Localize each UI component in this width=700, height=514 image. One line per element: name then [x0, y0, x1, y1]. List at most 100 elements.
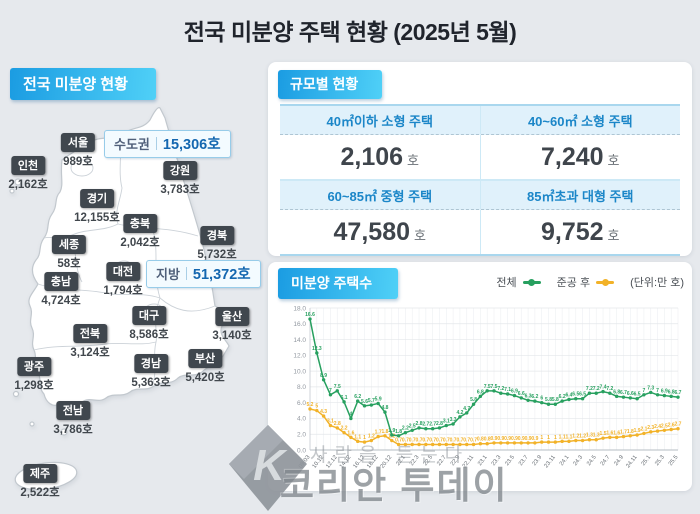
- svg-text:1.3: 1.3: [586, 433, 593, 439]
- svg-text:2.2: 2.2: [402, 426, 409, 432]
- svg-text:2.7: 2.7: [675, 422, 682, 428]
- region-name-badge: 세종: [51, 235, 87, 254]
- svg-text:0.7: 0.7: [443, 437, 450, 443]
- svg-text:25.1: 25.1: [641, 455, 653, 468]
- series-준공 후: 5.254.33.12.82.21.61.111.21.71.81.20.70.…: [307, 402, 682, 447]
- region-name-badge: 경북: [199, 226, 235, 245]
- legend-item-completed: 준공 후: [557, 274, 615, 290]
- svg-text:0.9: 0.9: [511, 436, 518, 442]
- region-name-badge: 전남: [55, 401, 91, 420]
- svg-text:12.12: 12.12: [325, 455, 339, 470]
- svg-text:23.3: 23.3: [491, 455, 503, 468]
- svg-text:2.8: 2.8: [334, 421, 341, 427]
- svg-text:2.3: 2.3: [647, 425, 654, 431]
- map-region-gyeongnam: 경남 5,363호: [131, 354, 171, 390]
- size-label-40to60: 40~60㎡ 소형 주택: [479, 106, 681, 134]
- svg-text:6.7: 6.7: [620, 390, 627, 396]
- svg-text:5: 5: [315, 404, 318, 410]
- svg-text:1.8: 1.8: [395, 429, 402, 435]
- svg-text:3.3: 3.3: [450, 417, 457, 423]
- size-value-over85: 9,752 호: [479, 210, 681, 254]
- svg-text:22.9: 22.9: [450, 455, 462, 468]
- svg-text:0.9: 0.9: [491, 436, 498, 442]
- size-label-under40: 40㎡이하 소형 주택: [326, 114, 433, 129]
- svg-text:3.1: 3.1: [327, 419, 334, 425]
- region-value: 12,155호: [74, 212, 120, 224]
- svg-text:2.7: 2.7: [422, 422, 429, 428]
- svg-text:0.7: 0.7: [470, 437, 477, 443]
- svg-text:1.8: 1.8: [627, 429, 634, 435]
- capital-area-total: 수도권 15,306호: [104, 130, 231, 158]
- svg-text:24.9: 24.9: [613, 455, 625, 468]
- map-region-jeonnam: 전남 3,786호: [53, 401, 93, 437]
- svg-text:5.6: 5.6: [361, 399, 368, 405]
- svg-text:7.3: 7.3: [647, 385, 654, 391]
- map-panel-header: 전국 미분양 현황: [10, 68, 156, 100]
- region-name-badge: 경기: [79, 189, 115, 208]
- svg-text:1.2: 1.2: [368, 434, 375, 440]
- svg-text:1.6: 1.6: [347, 430, 354, 436]
- svg-text:0.9: 0.9: [518, 436, 525, 442]
- svg-text:1.9: 1.9: [634, 428, 641, 434]
- svg-text:8.9: 8.9: [320, 373, 327, 379]
- svg-text:2.8: 2.8: [416, 421, 423, 427]
- svg-text:5.8: 5.8: [470, 397, 477, 403]
- svg-text:1.2: 1.2: [572, 434, 579, 440]
- region-value: 1,794호: [103, 285, 143, 297]
- svg-text:6.8: 6.8: [613, 389, 620, 395]
- svg-text:0.9: 0.9: [504, 436, 511, 442]
- size-value-under40: 2,106 호: [340, 143, 420, 171]
- svg-text:22.3: 22.3: [409, 455, 421, 468]
- divider: [155, 137, 157, 150]
- svg-text:2.7: 2.7: [429, 422, 436, 428]
- svg-text:0.7: 0.7: [463, 437, 470, 443]
- svg-text:6.9: 6.9: [511, 389, 518, 395]
- svg-text:16.0: 16.0: [293, 321, 306, 328]
- svg-text:6.4: 6.4: [565, 393, 572, 399]
- chart-panel-card: [268, 262, 692, 491]
- svg-text:4.7: 4.7: [463, 406, 470, 412]
- map-region-gyeonggi: 경기 12,155호: [74, 189, 120, 225]
- svg-text:1.9: 1.9: [388, 428, 395, 434]
- svg-text:6.6: 6.6: [627, 391, 634, 397]
- chart-grid: 0.0 2.0 4.0 6.0 8.0 10.0 12.0 14.0 16.0 18.0: [293, 305, 679, 454]
- svg-text:4.8: 4.8: [381, 405, 388, 411]
- region-name-badge: 대구: [131, 306, 167, 325]
- svg-text:7.4: 7.4: [600, 385, 607, 391]
- svg-text:1.1: 1.1: [565, 434, 572, 440]
- region-value: 989호: [63, 156, 93, 168]
- map-region-incheon: 인천 2,162호: [8, 156, 48, 192]
- region-value: 2,162호: [8, 179, 48, 191]
- svg-text:2.0: 2.0: [297, 432, 306, 439]
- svg-text:10.12: 10.12: [312, 455, 326, 470]
- svg-text:0.9: 0.9: [525, 436, 532, 442]
- svg-text:1.8: 1.8: [381, 429, 388, 435]
- capital-area-label: 수도권: [114, 137, 150, 152]
- region-name-badge: 경남: [133, 354, 169, 373]
- svg-text:6.0: 6.0: [297, 400, 306, 407]
- svg-text:0.9: 0.9: [531, 436, 538, 442]
- region-value: 5,732호: [197, 249, 237, 261]
- svg-text:1.2: 1.2: [579, 434, 586, 440]
- svg-text:1.6: 1.6: [613, 430, 620, 436]
- svg-text:6.2: 6.2: [531, 394, 538, 400]
- svg-text:2.8: 2.8: [436, 421, 443, 427]
- svg-text:2.5: 2.5: [409, 423, 416, 429]
- svg-text:09.03: 09.03: [298, 455, 312, 470]
- svg-text:5.8: 5.8: [545, 397, 552, 403]
- svg-text:0.0: 0.0: [297, 447, 306, 454]
- svg-text:4.0: 4.0: [297, 416, 306, 423]
- svg-text:6.2: 6.2: [354, 394, 361, 400]
- svg-text:4: 4: [349, 411, 352, 417]
- chart-panel-header: 미분양 주택수: [278, 268, 399, 299]
- svg-text:0.7: 0.7: [429, 437, 436, 443]
- region-name-badge: 부산: [187, 349, 223, 368]
- svg-text:7: 7: [329, 388, 332, 394]
- svg-text:24.3: 24.3: [572, 455, 584, 468]
- svg-text:22.5: 22.5: [423, 455, 435, 468]
- svg-text:22.1: 22.1: [395, 455, 407, 468]
- capital-area-value: 15,306호: [162, 137, 221, 153]
- svg-text:7.2: 7.2: [593, 386, 600, 392]
- svg-text:6.8: 6.8: [477, 389, 484, 395]
- svg-text:1.1: 1.1: [354, 434, 361, 440]
